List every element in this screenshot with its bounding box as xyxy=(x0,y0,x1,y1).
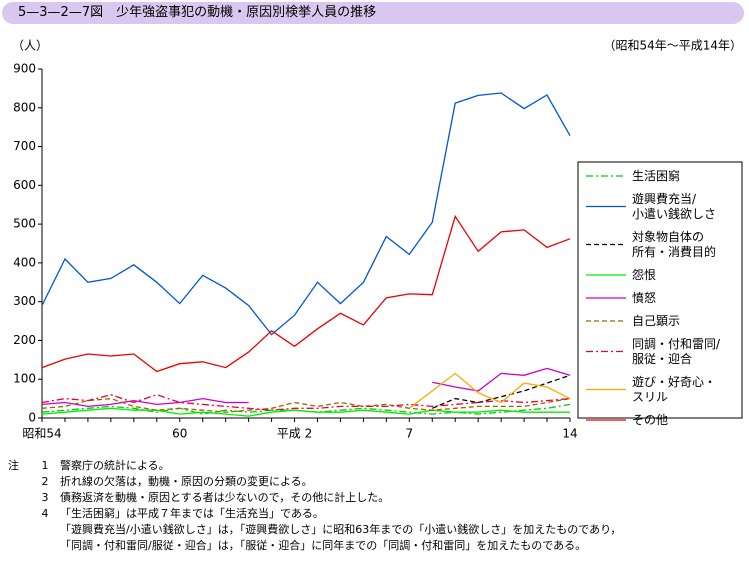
y-tick-label: 0 xyxy=(28,411,36,425)
note-number: 4 xyxy=(41,507,49,520)
note-text: 警察庁の統計による。 xyxy=(60,459,170,472)
note-number xyxy=(30,538,60,554)
note-text: 「遊興費充当/小遣い銭欲しさ」は，「遊興費欲しさ」に昭和63年までの「小遣い銭欲… xyxy=(60,523,622,536)
legend-label: 対象物自体の所有・消費目的 xyxy=(632,230,716,259)
y-tick-label: 900 xyxy=(13,62,36,76)
y-tick-label: 200 xyxy=(13,333,36,347)
x-tick-label: 平成 2 xyxy=(277,427,312,441)
note-row: 「遊興費充当/小遣い銭欲しさ」は，「遊興費欲しさ」に昭和63年までの「小遣い銭欲… xyxy=(8,522,621,538)
x-tick-label: 14 xyxy=(562,427,577,441)
series-line xyxy=(41,367,571,408)
legend-box xyxy=(577,161,743,419)
note-label xyxy=(8,538,30,554)
y-tick-label: 100 xyxy=(13,372,36,386)
x-tick-label: 7 xyxy=(405,427,413,441)
legend-label: 自己顕示 xyxy=(632,314,680,328)
note-label xyxy=(8,490,30,506)
series-line xyxy=(41,214,571,373)
x-tick-label: 60 xyxy=(172,427,187,441)
y-tick-label: 700 xyxy=(13,139,36,153)
legend-label: 遊興費充当/小遣い銭欲しさ xyxy=(632,191,716,221)
y-tick-label: 600 xyxy=(13,178,36,192)
y-tick-label: 500 xyxy=(13,217,36,231)
y-tick-label: 300 xyxy=(13,294,36,308)
series-line xyxy=(41,407,570,417)
note-label xyxy=(8,474,30,490)
note-label xyxy=(8,506,30,522)
y-axis-label: （人） xyxy=(12,39,48,53)
title-bar: 5—3—2—7図 少年強盗事犯の動機・原因別検挙人員の推移 xyxy=(2,2,744,24)
legend-label: 怨恨 xyxy=(632,268,656,282)
notes: 注 1 警察庁の統計による。 2 折れ線の欠落は，動機・原因の分類の変更による。 3 債務返… xyxy=(8,458,621,554)
note-row: 2 折れ線の欠落は，動機・原因の分類の変更による。 xyxy=(8,474,621,490)
legend-label: 遊び・好奇心・スリル xyxy=(632,374,716,404)
series-line xyxy=(432,374,571,409)
note-number xyxy=(30,522,60,538)
note-text: 折れ線の欠落は，動機・原因の分類の変更による。 xyxy=(60,475,313,488)
legend-label: 同調・付和雷同/服従・迎合 xyxy=(632,337,721,366)
series-line xyxy=(408,372,571,409)
legend-label: 生活困窮 xyxy=(632,168,680,183)
note-label xyxy=(8,522,30,538)
note-number: 2 xyxy=(41,475,49,488)
chart: （人） （昭和54年～平成14年） 0 100 200 300 400 500 600 700… xyxy=(12,39,743,441)
y-tick-label: 800 xyxy=(13,100,36,114)
y-tick-label: 400 xyxy=(13,255,36,269)
note-number: 1 xyxy=(41,459,49,472)
series-line xyxy=(41,397,571,413)
series-line xyxy=(41,394,571,411)
note-text: 「生活困窮」は平成７年までは「生活充当」である。 xyxy=(60,507,324,520)
note-row: 「同調・付和雷同/服従・迎合」は，「服従・迎合」に同年までの「同調・付和雷同」を… xyxy=(8,538,621,554)
note-text: 「同調・付和雷同/服従・迎合」は，「服従・迎合」に同年までの「同調・付和雷同」を… xyxy=(60,539,587,552)
legend-label: その他 xyxy=(632,413,668,427)
note-label: 注 xyxy=(8,459,19,472)
period-label: （昭和54年～平成14年） xyxy=(603,39,742,53)
series-line xyxy=(41,92,571,336)
note-row: 4 「生活困窮」は平成７年までは「生活充当」である。 xyxy=(8,506,621,522)
note-row: 注 1 警察庁の統計による。 xyxy=(8,458,621,474)
note-text: 債務返済を動機・原因とする者は少ないので，その他に計上した。 xyxy=(60,491,390,504)
note-row: 3 債務返済を動機・原因とする者は少ないので，その他に計上した。 xyxy=(8,490,621,506)
x-tick-label: 昭和54 xyxy=(22,427,61,441)
legend-label: 憤怒 xyxy=(632,290,656,305)
note-number: 3 xyxy=(41,491,49,504)
